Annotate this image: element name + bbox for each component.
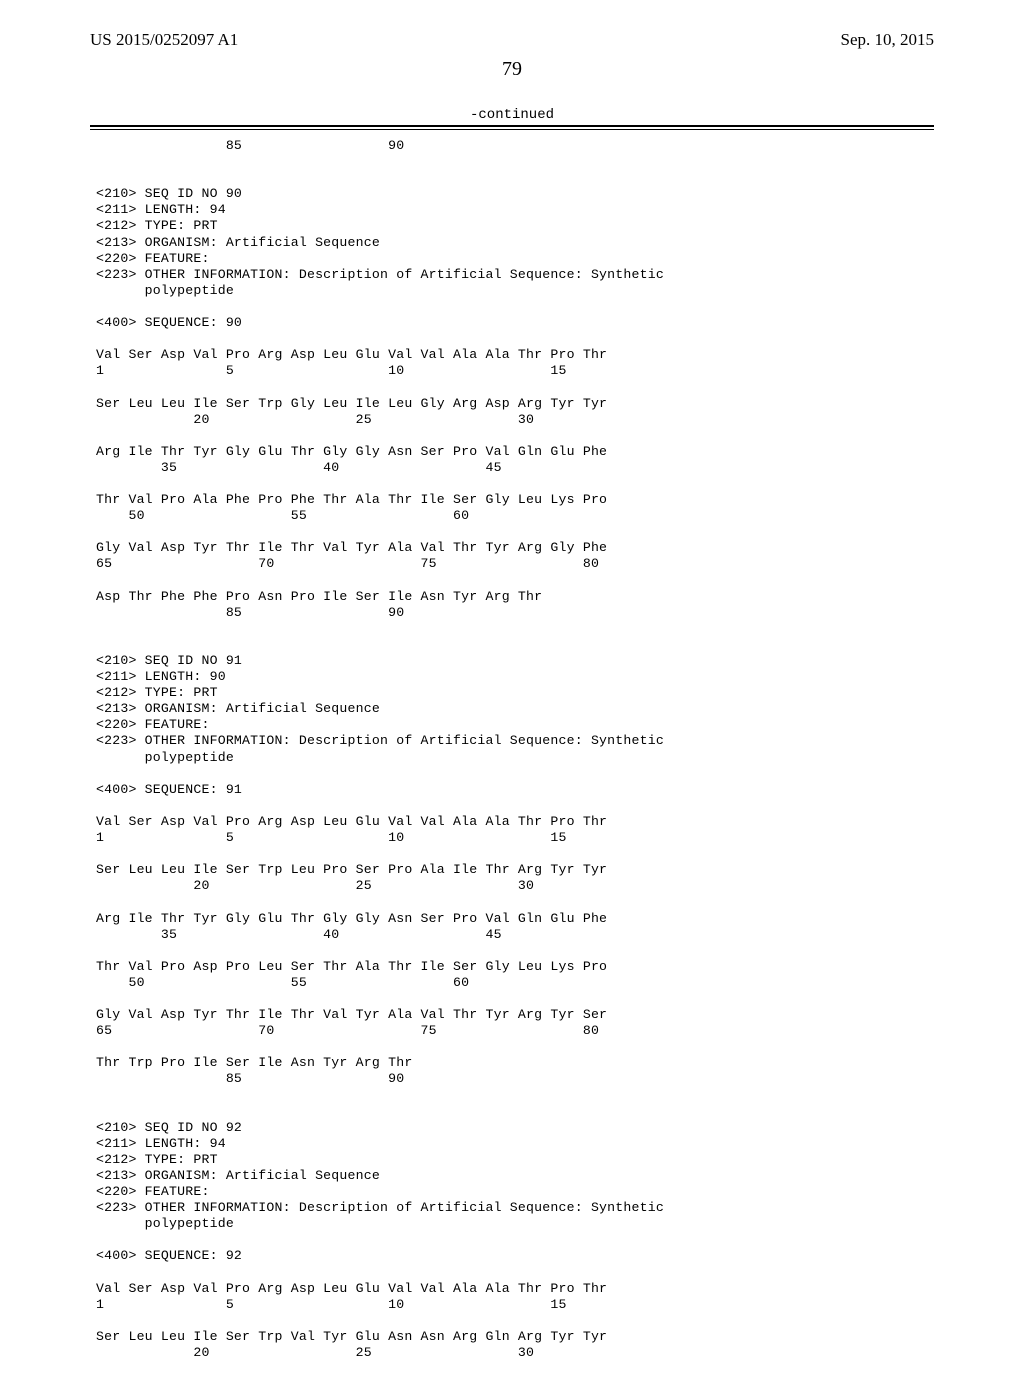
continued-label: -continued <box>90 107 934 123</box>
sequence-listing: 85 90 <210> SEQ ID NO 90 <211> LENGTH: 9… <box>90 130 934 1367</box>
page-container: US 2015/0252097 A1 Sep. 10, 2015 79 -con… <box>0 0 1024 1387</box>
page-number: 79 <box>90 58 934 81</box>
rule-top-thick <box>90 125 934 127</box>
publication-number: US 2015/0252097 A1 <box>90 30 238 50</box>
publication-date: Sep. 10, 2015 <box>841 30 935 50</box>
page-header: US 2015/0252097 A1 Sep. 10, 2015 <box>90 30 934 50</box>
